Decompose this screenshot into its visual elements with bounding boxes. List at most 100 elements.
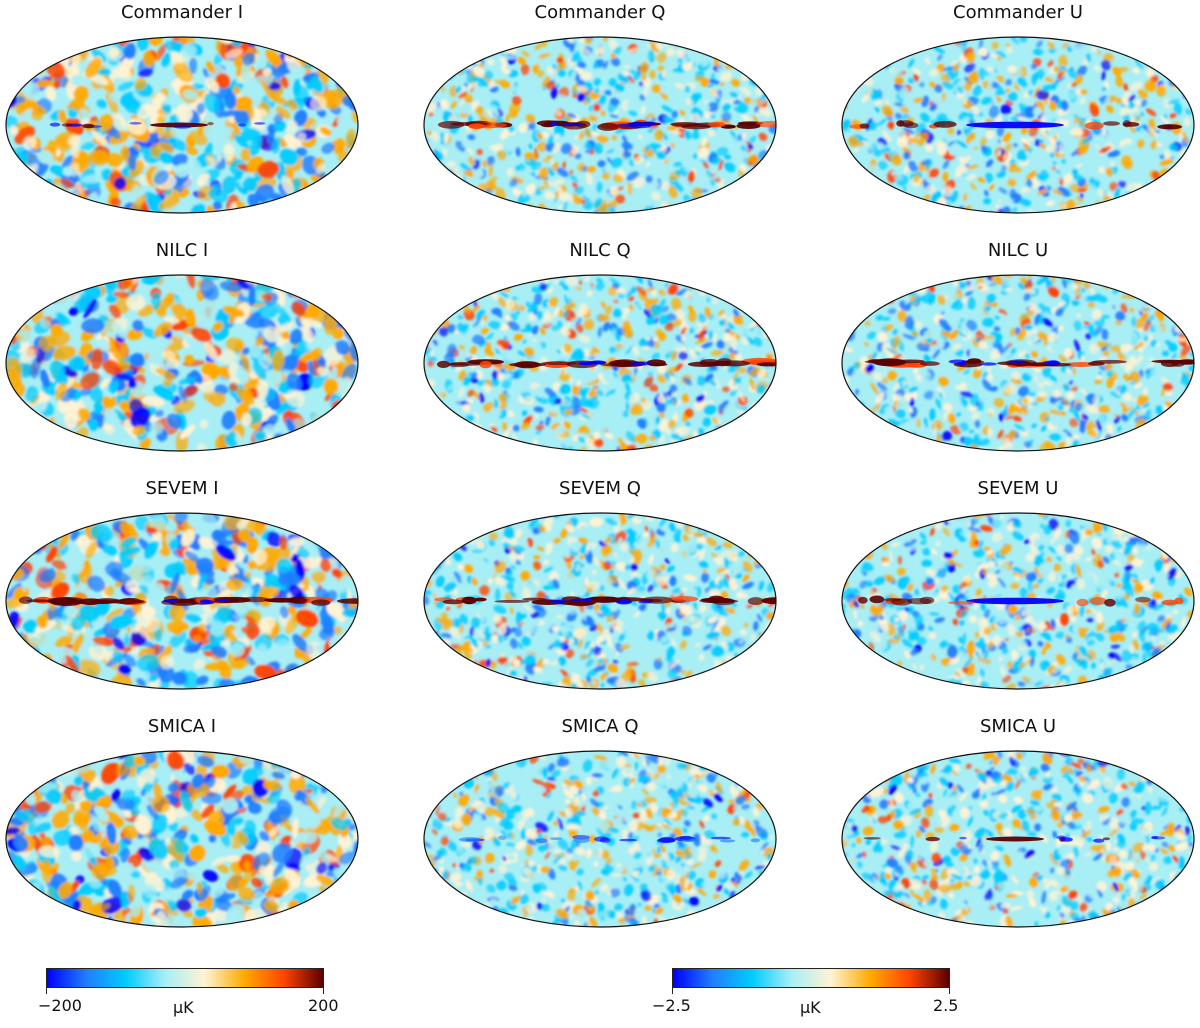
fluctuation-spot <box>1176 440 1185 449</box>
fluctuation-spot <box>771 281 779 287</box>
mollweide-sky-map <box>2 35 362 215</box>
band-segment <box>966 122 1064 129</box>
fluctuation-spot <box>422 273 435 284</box>
fluctuation-spot <box>501 35 513 46</box>
fluctuation-spot <box>695 38 704 46</box>
fluctuation-spot <box>743 305 751 311</box>
fluctuation-spot <box>839 286 846 293</box>
fluctuation-spot <box>340 35 358 54</box>
fluctuation-spot <box>1170 195 1176 201</box>
fluctuation-spot <box>1170 193 1185 207</box>
fluctuation-spot <box>439 194 447 202</box>
fluctuation-spot <box>738 190 751 203</box>
fluctuation-spot <box>340 192 358 210</box>
fluctuation-spot <box>889 199 894 207</box>
fluctuation-spot <box>10 312 24 324</box>
fluctuation-spot <box>44 46 60 62</box>
band-segment <box>1157 124 1182 129</box>
fluctuation-spot <box>431 293 436 304</box>
fluctuation-spot <box>1170 310 1179 321</box>
fluctuation-spot <box>24 309 34 316</box>
fluctuation-spot <box>436 63 442 68</box>
fluctuation-spot <box>747 193 763 209</box>
fluctuation-spot <box>1174 198 1183 212</box>
fluctuation-spot <box>727 51 738 56</box>
fluctuation-spot <box>1128 282 1137 291</box>
fluctuation-spot <box>1115 35 1125 43</box>
fluctuation-spot <box>847 202 861 214</box>
fluctuation-spot <box>1167 50 1173 57</box>
fluctuation-spot <box>762 201 772 213</box>
fluctuation-spot <box>770 441 780 452</box>
fluctuation-spot <box>880 187 888 195</box>
fluctuation-spot <box>764 186 779 201</box>
fluctuation-spot <box>479 38 491 47</box>
fluctuation-spot <box>718 35 730 44</box>
fluctuation-spot <box>438 177 450 189</box>
map-panel: Commander U <box>838 0 1198 225</box>
fluctuation-spot <box>901 435 912 441</box>
fluctuation-spot <box>494 206 505 214</box>
fluctuation-spot <box>2 47 19 68</box>
fluctuation-spot <box>340 440 350 452</box>
fluctuation-spot <box>741 56 754 71</box>
fluctuation-spot <box>482 273 494 283</box>
fluctuation-spot <box>2 425 22 446</box>
fluctuation-spot <box>59 200 76 215</box>
fluctuation-spot <box>1160 188 1169 193</box>
fluctuation-spot <box>1174 64 1186 76</box>
fluctuation-spot <box>324 202 342 215</box>
fluctuation-spot <box>724 287 732 298</box>
fluctuation-spot <box>432 425 443 437</box>
fluctuation-spot <box>444 420 458 432</box>
fluctuation-spot <box>1186 432 1198 443</box>
fluctuation-spot <box>1117 277 1130 291</box>
fluctuation-spot <box>734 53 749 63</box>
fluctuation-spot <box>856 186 868 195</box>
fluctuation-spot <box>1153 188 1163 197</box>
fluctuation-spot <box>739 297 746 306</box>
fluctuation-spot <box>1132 446 1142 453</box>
fluctuation-spot <box>24 299 40 314</box>
fluctuation-spot <box>870 280 883 293</box>
fluctuation-spot <box>25 417 39 429</box>
fluctuation-spot <box>745 56 758 68</box>
fluctuation-spot <box>883 192 893 203</box>
fluctuation-spot <box>420 65 433 80</box>
fluctuation-spot <box>736 42 742 49</box>
fluctuation-spot <box>422 380 426 385</box>
fluctuation-spot <box>1117 443 1128 453</box>
fluctuation-spot <box>1155 285 1163 295</box>
fluctuation-spot <box>346 52 362 71</box>
fluctuation-spot <box>321 35 344 49</box>
fluctuation-spot <box>733 435 743 447</box>
fluctuation-spot <box>1175 299 1183 313</box>
fluctuation-spot <box>741 276 756 291</box>
fluctuation-spot <box>845 392 853 400</box>
fluctuation-spot <box>1173 430 1186 442</box>
fluctuation-spot <box>339 440 354 453</box>
fluctuation-spot <box>2 43 24 65</box>
fluctuation-spot <box>869 194 877 200</box>
fluctuation-spot <box>19 179 44 200</box>
band-segment <box>1123 120 1131 127</box>
fluctuation-spot <box>1180 436 1192 444</box>
fluctuation-spot <box>441 273 450 280</box>
fluctuation-spot <box>318 45 335 62</box>
fluctuation-spot <box>844 78 857 89</box>
fluctuation-spot <box>752 170 760 179</box>
fluctuation-spot <box>343 441 359 453</box>
fluctuation-spot <box>740 278 754 291</box>
map-title: NILC U <box>838 240 1198 262</box>
fluctuation-spot <box>1171 408 1180 418</box>
fluctuation-spot <box>847 273 861 287</box>
fluctuation-spot <box>908 273 915 284</box>
fluctuation-spot <box>458 52 471 65</box>
fluctuation-spot <box>1182 195 1194 206</box>
band-segment <box>480 361 492 368</box>
band-segment <box>597 123 618 131</box>
fluctuation-spot <box>1170 415 1175 424</box>
fluctuation-spot <box>1185 82 1196 91</box>
fluctuation-spot <box>447 433 458 444</box>
fluctuation-spot <box>33 193 55 212</box>
